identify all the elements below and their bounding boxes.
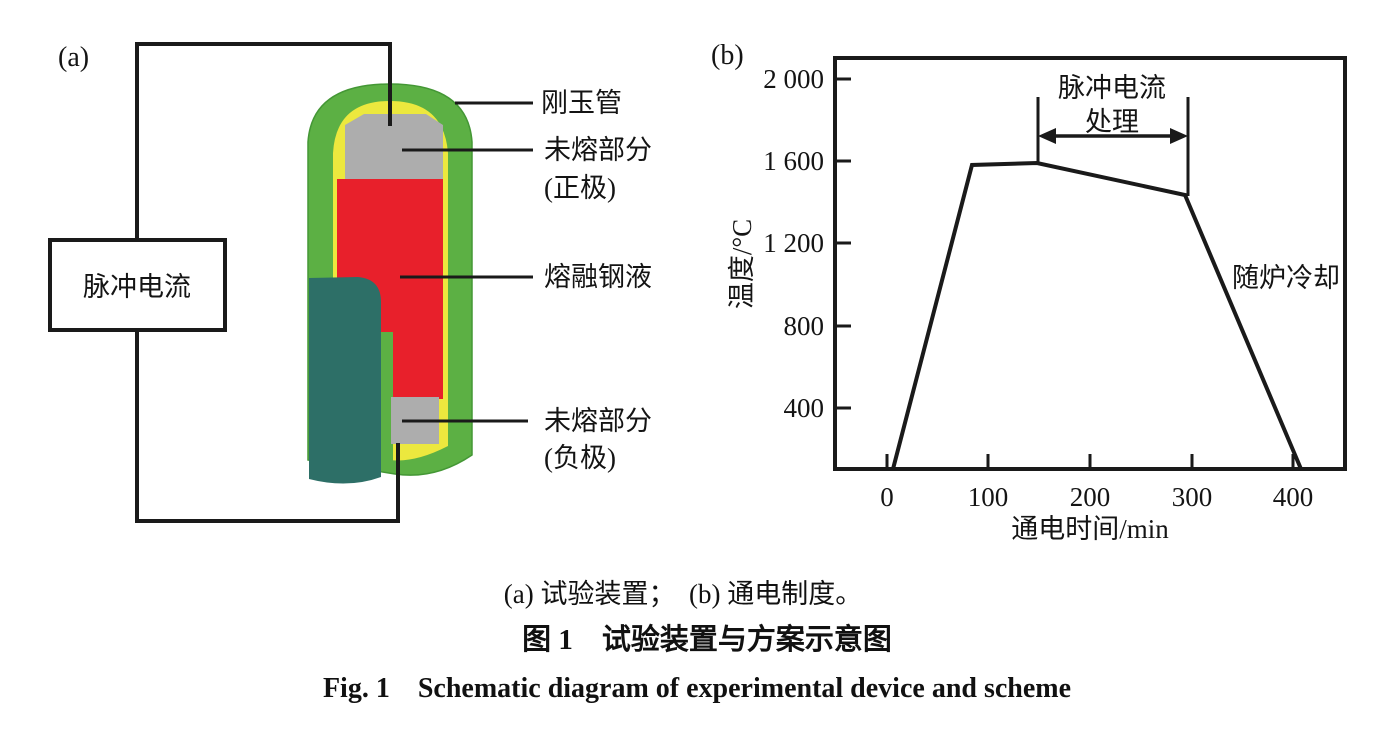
chart-frame <box>833 56 1347 471</box>
label-unmelted-bottom-polarity: (负极) <box>544 443 616 473</box>
label-molten-steel: 熔融钢液 <box>544 262 652 292</box>
y-tick-label-1200: 1 200 <box>763 228 824 258</box>
x-axis-ticks <box>885 454 1295 467</box>
crucible-front-teal <box>309 277 381 484</box>
molten-steel-region <box>337 179 443 399</box>
x-tick-label-100: 100 <box>968 482 1009 512</box>
panel-b: (b) 2 000 1 600 1 200 800 400 温度/°C <box>711 40 1347 544</box>
panel-b-tag: (b) <box>711 40 744 71</box>
circuit-wire-bottom <box>135 328 400 523</box>
y-tick-label-400: 400 <box>784 393 825 423</box>
label-unmelted-top: 未熔部分 <box>544 135 652 165</box>
figure-subcaption: (a) 试验装置； (b) 通电制度。 <box>503 579 863 609</box>
label-unmelted-bottom: 未熔部分 <box>544 406 652 436</box>
circuit-wire-top <box>135 42 392 242</box>
temperature-curve <box>891 160 1303 470</box>
y-axis-title: 温度/°C <box>727 219 757 309</box>
label-unmelted-top-polarity: (正极) <box>544 173 616 203</box>
pulse-current-source-box <box>48 238 227 332</box>
x-tick-label-0: 0 <box>880 482 894 512</box>
arrowhead-right-icon <box>1170 128 1188 144</box>
figure-title-en: Fig. 1 Schematic diagram of experimental… <box>322 673 1072 704</box>
label-corundum-tube: 刚玉管 <box>541 88 622 118</box>
arrowhead-left-icon <box>1038 128 1056 144</box>
y-tick-label-800: 800 <box>784 311 825 341</box>
x-tick-label-300: 300 <box>1172 482 1213 512</box>
inner-green-sliver <box>379 332 393 462</box>
figure-canvas: (a) 脉冲电流 <box>48 40 1347 544</box>
y-axis-ticks <box>837 77 851 410</box>
x-axis-title: 通电时间/min <box>1011 514 1169 544</box>
annotation-furnace-cooling: 随炉冷却 <box>1232 263 1340 293</box>
unmelted-electrode-top <box>345 114 443 180</box>
panel-a-tag: (a) <box>58 42 89 73</box>
x-tick-label-400: 400 <box>1273 482 1314 512</box>
y-tick-label-2000: 2 000 <box>763 64 824 94</box>
y-tick-label-1600: 1 600 <box>763 146 824 176</box>
panel-a: (a) 脉冲电流 <box>48 42 652 523</box>
figure-title-zh: 图 1 试验装置与方案示意图 <box>522 624 892 656</box>
x-tick-label-200: 200 <box>1070 482 1111 512</box>
pulse-current-source-label: 脉冲电流 <box>83 272 191 302</box>
annotation-pulse-treatment-line1: 脉冲电流 <box>1058 73 1166 103</box>
annotation-pulse-treatment-line2: 处理 <box>1085 107 1139 137</box>
